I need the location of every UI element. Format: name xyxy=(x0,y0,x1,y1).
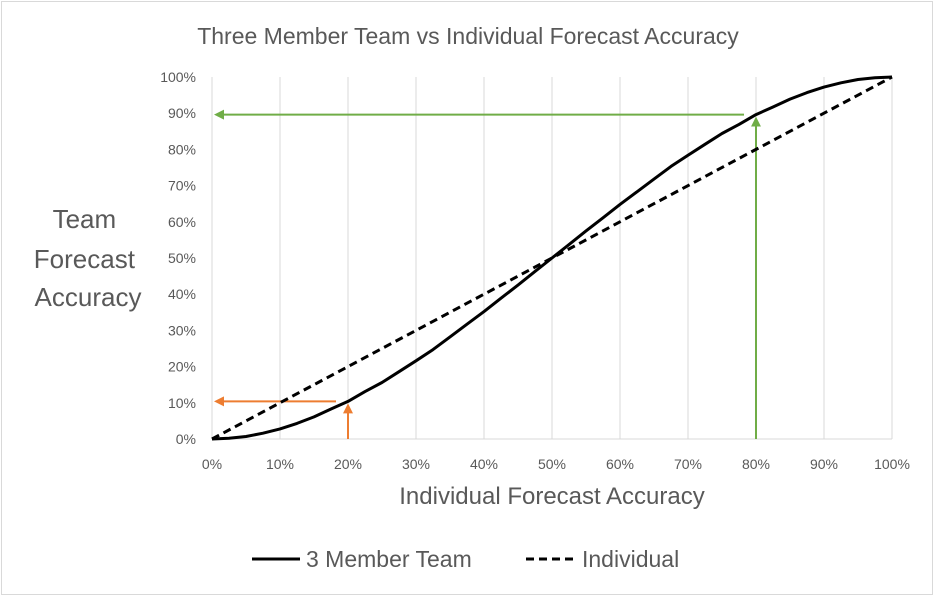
y-tick-label: 20% xyxy=(168,359,196,375)
series-line-individual xyxy=(211,75,893,441)
legend-label-team: 3 Member Team xyxy=(306,546,472,572)
y-axis-title-line: Team xyxy=(53,204,117,234)
x-tick-label: 40% xyxy=(470,456,498,472)
series-layer xyxy=(211,75,893,441)
x-tick-label: 0% xyxy=(202,456,222,472)
y-tick-label: 10% xyxy=(168,395,196,411)
series-line-team xyxy=(211,75,893,441)
x-tick-label: 70% xyxy=(674,456,702,472)
y-tick-labels: 0% 10% 20% 30% 40% 50% 60% 70% 80% 90% 100% xyxy=(160,69,196,447)
y-axis-title-line: Forecast xyxy=(34,244,136,274)
legend-label-individual: Individual xyxy=(582,546,679,572)
x-tick-label: 60% xyxy=(606,456,634,472)
x-tick-label: 20% xyxy=(334,456,362,472)
y-tick-label: 0% xyxy=(176,431,196,447)
y-tick-label: 90% xyxy=(168,105,196,121)
y-axis-title: Team Forecast Accuracy xyxy=(34,204,142,312)
y-tick-label: 30% xyxy=(168,322,196,338)
x-tick-labels: 0% 10% 20% 30% 40% 50% 60% 70% 80% 90% 100% xyxy=(202,456,910,472)
chart-title: Three Member Team vs Individual Forecast… xyxy=(197,23,739,49)
x-tick-label: 100% xyxy=(874,456,910,472)
y-tick-label: 60% xyxy=(168,214,196,230)
x-tick-label: 30% xyxy=(402,456,430,472)
x-tick-label: 50% xyxy=(538,456,566,472)
annotation-layer xyxy=(214,109,761,439)
y-tick-label: 100% xyxy=(160,69,196,85)
x-tick-label: 90% xyxy=(810,456,838,472)
x-tick-label: 10% xyxy=(266,456,294,472)
y-tick-label: 80% xyxy=(168,141,196,157)
y-tick-label: 50% xyxy=(168,250,196,266)
x-tick-label: 80% xyxy=(742,456,770,472)
y-tick-label: 70% xyxy=(168,178,196,194)
y-tick-label: 40% xyxy=(168,286,196,302)
y-axis-title-line: Accuracy xyxy=(35,282,142,312)
legend: 3 Member Team Individual xyxy=(252,546,679,572)
x-axis-title: Individual Forecast Accuracy xyxy=(399,483,704,510)
